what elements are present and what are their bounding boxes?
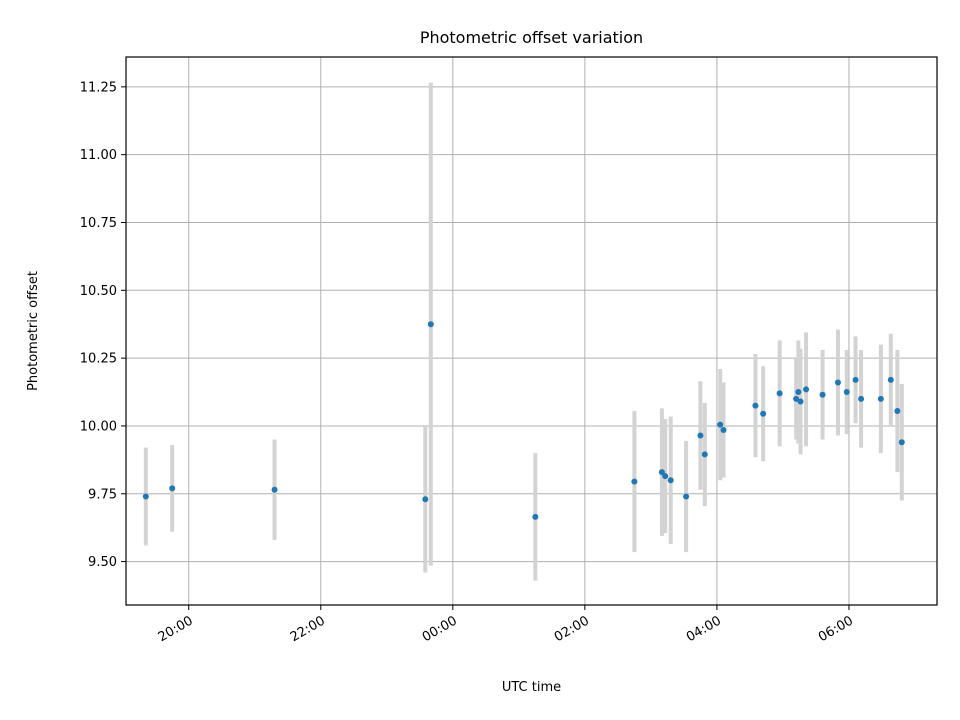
data-point: [142, 493, 149, 500]
plot-area-frame: [125, 56, 938, 606]
data-point: [852, 376, 859, 383]
data-point: [797, 398, 804, 405]
y-tick-label: 10.75: [80, 216, 117, 231]
data-point: [169, 485, 176, 492]
data-point: [887, 376, 894, 383]
data-point: [752, 402, 759, 409]
data-point: [834, 379, 841, 386]
data-point: [667, 477, 674, 484]
data-point: [427, 321, 434, 328]
data-point: [271, 486, 278, 493]
data-point: [631, 478, 638, 485]
data-point: [819, 391, 826, 398]
data-point: [683, 493, 690, 500]
data-point: [776, 390, 783, 397]
y-tick-label: 9.75: [88, 487, 117, 502]
data-point: [898, 439, 905, 446]
y-tick-label: 10.00: [80, 419, 117, 434]
y-tick-label: 11.00: [80, 148, 117, 163]
data-point: [720, 427, 727, 434]
y-axis-label: Photometric offset: [26, 271, 41, 391]
data-point: [858, 395, 865, 402]
data-point: [894, 408, 901, 415]
data-point: [701, 451, 708, 458]
data-point: [658, 469, 665, 476]
y-tick-label: 9.50: [88, 555, 117, 570]
data-point: [793, 395, 800, 402]
data-point: [717, 421, 724, 428]
data-point: [662, 473, 669, 480]
data-point: [760, 410, 767, 417]
data-point: [877, 395, 884, 402]
data-point: [422, 496, 429, 503]
chart-title: Photometric offset variation: [420, 28, 643, 47]
y-tick-label: 10.50: [80, 284, 117, 299]
grid: [126, 57, 937, 605]
data-point: [532, 513, 539, 520]
y-tick-label: 10.25: [80, 352, 117, 367]
x-axis-label: UTC time: [502, 680, 561, 695]
data-points: [142, 321, 905, 520]
data-point: [843, 389, 850, 396]
data-point: [697, 432, 704, 439]
y-tick-label: 11.25: [80, 80, 117, 95]
data-point: [803, 386, 810, 393]
data-point: [795, 389, 802, 396]
